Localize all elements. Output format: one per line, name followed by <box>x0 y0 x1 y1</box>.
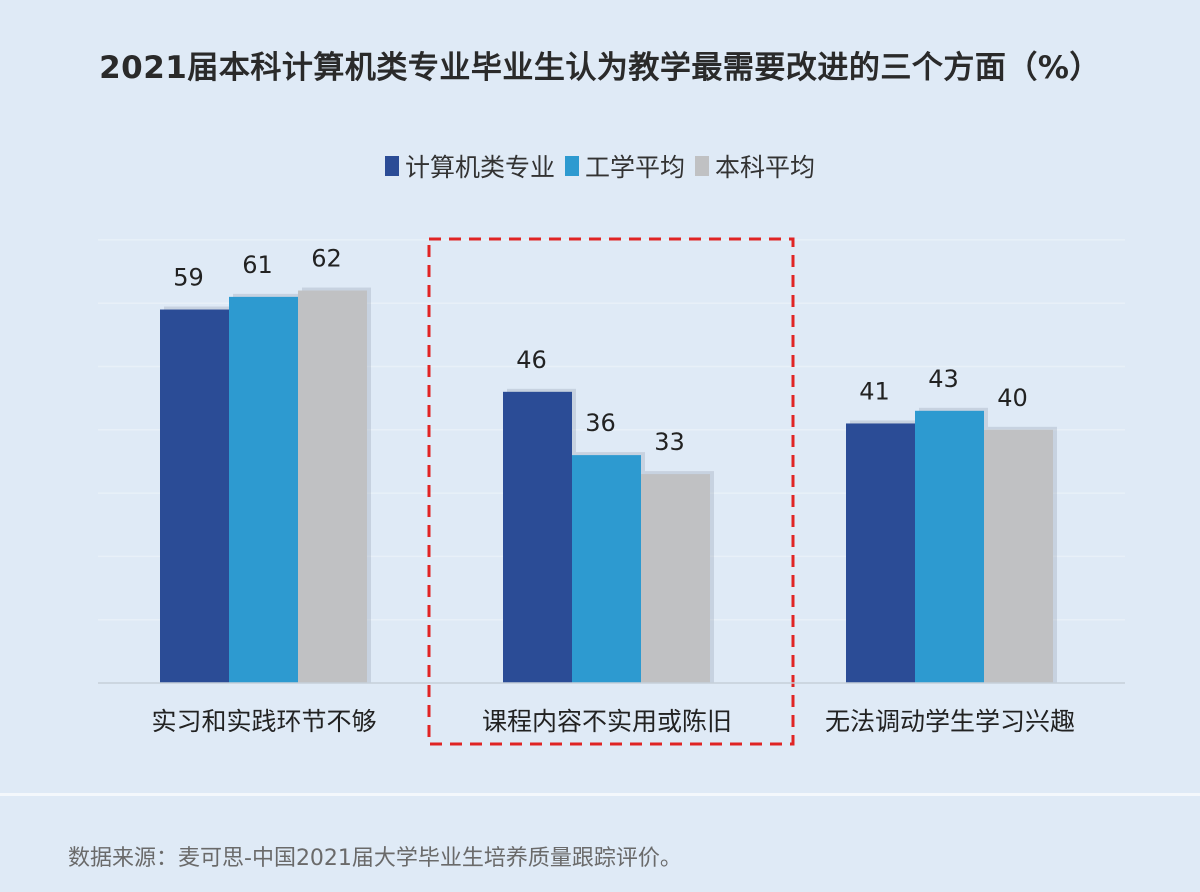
data-label: 43 <box>928 365 959 393</box>
bar <box>503 391 572 683</box>
bar <box>229 296 298 683</box>
data-label: 46 <box>516 346 547 374</box>
x-tick-label: 课程内容不实用或陈旧 <box>482 707 732 736</box>
legend-swatch <box>564 156 579 176</box>
bar <box>160 309 229 683</box>
bar <box>572 455 641 683</box>
legend-swatch <box>384 156 399 176</box>
data-label: 36 <box>585 409 616 437</box>
legend: 计算机类专业 工学平均 本科平均 <box>0 148 1200 184</box>
legend-label: 计算机类专业 <box>404 153 555 182</box>
legend-label: 本科平均 <box>715 153 816 182</box>
data-source-note: 数据来源：麦可思-中国2021届大学毕业生培养质量跟踪评价。 <box>68 846 682 871</box>
bar <box>846 423 915 683</box>
legend-item: 本科平均 <box>695 148 815 184</box>
bar <box>298 290 367 683</box>
legend-label: 工学平均 <box>584 153 685 182</box>
bar <box>915 410 984 683</box>
bar <box>984 429 1053 683</box>
data-label: 61 <box>242 251 273 279</box>
highlight-box <box>427 237 795 746</box>
legend-item: 计算机类专业 <box>384 148 555 184</box>
bar <box>641 474 710 683</box>
legend-item: 工学平均 <box>564 148 685 184</box>
x-tick-label: 实习和实践环节不够 <box>151 707 376 736</box>
x-tick-label: 无法调动学生学习兴趣 <box>825 707 1075 736</box>
footer-divider <box>0 793 1200 796</box>
data-label: 59 <box>173 264 204 292</box>
data-label: 41 <box>859 377 890 405</box>
data-label: 40 <box>997 384 1028 412</box>
legend-swatch <box>695 156 709 176</box>
data-label: 33 <box>654 428 685 456</box>
data-label: 62 <box>311 245 342 273</box>
chart-title: 2021届本科计算机类专业毕业生认为教学最需要改进的三个方面（%） <box>99 50 1101 86</box>
